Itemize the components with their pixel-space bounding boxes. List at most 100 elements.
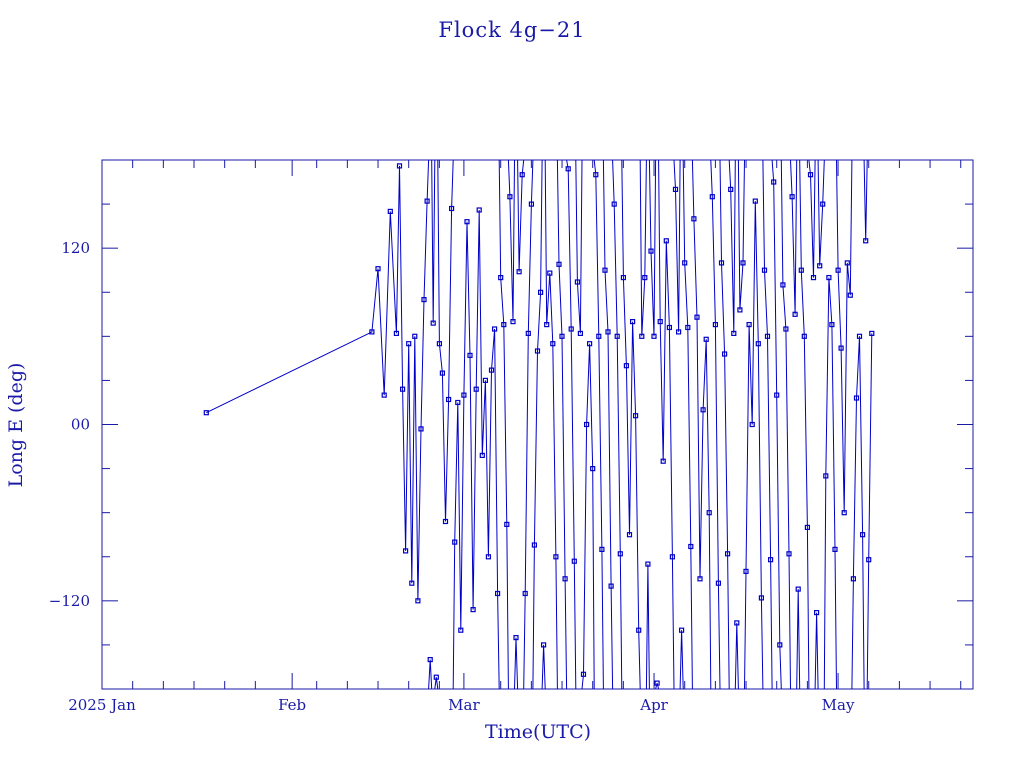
data-point [519,172,525,178]
series-line [206,159,873,690]
data-point [488,367,495,373]
data-point [421,297,427,303]
x-tick-label: Apr [639,696,668,714]
data-point [203,410,209,416]
data-point [651,333,657,339]
data-point [792,311,798,317]
data-point [485,554,491,560]
data-point [703,336,709,342]
data-point [415,598,421,604]
data-markers [203,163,875,686]
data-point [666,324,673,331]
data-point [412,333,418,339]
data-point [645,561,651,567]
data-point [574,279,581,285]
y-axis-label: Long E (deg) [5,363,27,488]
data-point [482,377,488,383]
data-point [544,322,550,328]
data-series [206,159,873,690]
data-point [817,263,823,269]
data-point [847,292,853,298]
data-point [795,586,801,592]
data-point [571,558,577,564]
data-point [712,322,719,328]
data-point [507,194,513,200]
data-point [832,546,838,553]
data-point [629,319,636,325]
x-tick-label: May [822,696,855,714]
data-point [614,333,620,339]
y-tick-label: −120 [49,592,90,610]
data-point [813,609,820,616]
data-point [430,320,436,326]
data-point [715,580,722,586]
data-point [513,634,519,641]
data-point [479,452,485,458]
data-point [823,473,829,479]
data-point [381,392,387,398]
data-point [844,260,850,266]
data-point [752,198,758,204]
data-point [473,386,479,392]
data-point [458,627,464,633]
data-point [798,267,804,273]
data-point [734,620,740,626]
data-point [801,333,807,339]
data-point [859,532,866,538]
data-point [602,267,608,273]
data-point [718,260,725,266]
data-point [553,554,559,560]
data-point [409,580,415,586]
data-point [749,421,755,428]
data-point [678,627,685,633]
data-point [869,330,875,336]
data-point [856,333,863,339]
data-point [565,166,571,172]
data-point [767,557,774,563]
data-point [626,532,633,538]
data-point [728,186,734,192]
data-point [826,275,832,281]
data-point [771,179,777,185]
x-tick-label: Feb [278,696,306,714]
data-point [455,399,461,406]
data-point [446,396,452,403]
data-point [605,329,611,335]
data-point [396,163,403,169]
data-point [691,216,697,222]
data-point [783,326,789,332]
data-point [525,330,531,336]
data-point [669,554,676,560]
data-point [528,201,535,207]
axis-ticks [101,160,973,689]
data-point [534,348,541,354]
data-point [764,333,771,339]
data-point [501,322,507,328]
data-point [853,395,860,401]
data-point [657,319,663,325]
data-point [850,576,857,582]
data-point [807,172,814,178]
data-point [758,595,765,601]
data-point [583,421,590,428]
chart-title: Flock 4g−21 [438,18,585,42]
data-point [672,186,679,192]
data-point [580,671,587,677]
data-point [688,543,694,550]
data-point [636,627,642,633]
data-point [743,568,749,575]
data-point [550,341,556,347]
data-point [740,260,746,266]
data-point [424,198,430,204]
data-point [648,248,654,254]
data-point [709,194,715,200]
data-point [393,330,399,336]
data-point [724,551,731,557]
data-point [599,546,605,553]
data-point [617,551,623,557]
data-point [387,208,393,214]
data-point [559,333,565,339]
data-point [789,194,795,200]
y-tick-label: 00 [71,416,90,434]
data-point [623,363,630,369]
